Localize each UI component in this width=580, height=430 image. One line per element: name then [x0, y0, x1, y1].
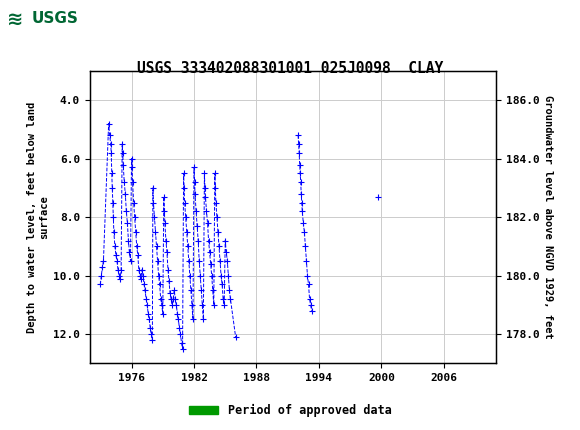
Legend: Period of approved data: Period of approved data	[184, 399, 396, 422]
Bar	[373, 366, 377, 372]
Text: ≋USGS: ≋USGS	[6, 12, 66, 26]
Text: USGS 333402088301001 025J0098  CLAY: USGS 333402088301001 025J0098 CLAY	[137, 61, 443, 77]
Y-axis label: Groundwater level above NGVD 1929, feet: Groundwater level above NGVD 1929, feet	[543, 95, 553, 339]
Text: USGS: USGS	[32, 12, 79, 26]
Bar	[249, 366, 252, 372]
Bar	[95, 366, 241, 372]
Bar	[488, 366, 492, 372]
Bar	[317, 366, 320, 372]
Text: ≋: ≋	[7, 9, 23, 28]
Bar	[1, 2, 106, 36]
Y-axis label: Depth to water level, feet below land
surface: Depth to water level, feet below land su…	[27, 101, 49, 333]
Bar	[293, 366, 296, 372]
